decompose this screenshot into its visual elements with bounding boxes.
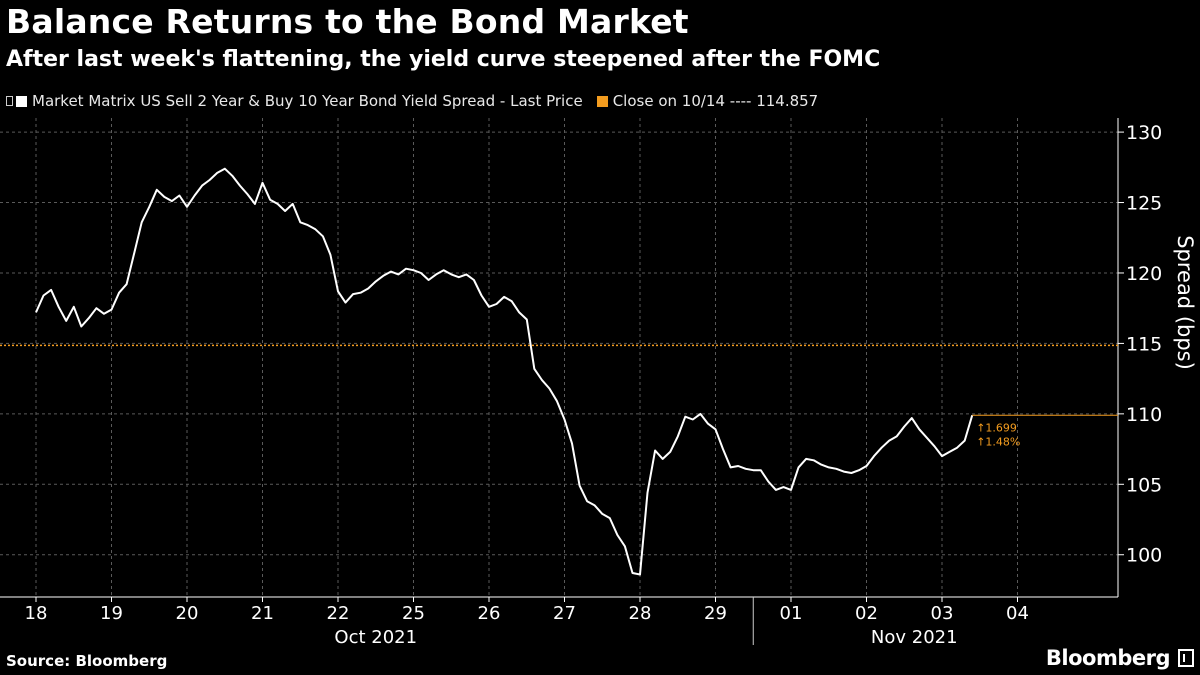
y-tick-label: 130: [1126, 122, 1162, 144]
x-tick-label: 21: [251, 603, 274, 624]
x-tick-label: 28: [629, 603, 652, 624]
y-tick-label: 110: [1126, 404, 1162, 426]
chart-subtitle: After last week's flattening, the yield …: [6, 47, 881, 72]
month-label: Nov 2021: [871, 627, 958, 648]
x-tick-label: 22: [327, 603, 350, 624]
x-tick-label: 20: [176, 603, 199, 624]
x-tick-label: 29: [704, 603, 727, 624]
x-tick-label: 26: [478, 603, 501, 624]
x-tick-label: 02: [855, 603, 878, 624]
legend-toggle-icon: [6, 96, 13, 106]
last-change-annotation: ↑1.699: [976, 421, 1017, 434]
x-tick-label: 27: [553, 603, 576, 624]
last-change-annotation: ↑1.48%: [976, 435, 1020, 448]
source-note: Source: Bloomberg: [6, 652, 168, 670]
y-tick-label: 125: [1126, 193, 1162, 215]
legend-label-series: Market Matrix US Sell 2 Year & Buy 10 Ye…: [32, 92, 583, 110]
y-tick-label: 115: [1126, 333, 1162, 355]
legend-label-close: Close on 10/14 ---- 114.857: [612, 92, 819, 110]
legend-swatch-close: [596, 95, 608, 107]
y-tick-label: 100: [1126, 545, 1162, 567]
x-tick-label: 03: [931, 603, 954, 624]
bloomberg-logo-icon: [1178, 649, 1194, 667]
chart-title: Balance Returns to the Bond Market: [6, 2, 689, 41]
legend-item-close: Close on 10/14 ---- 114.857: [596, 92, 819, 110]
y-tick-label: 120: [1126, 263, 1162, 285]
x-tick-label: 01: [780, 603, 803, 624]
bloomberg-logo: Bloomberg: [1045, 646, 1171, 670]
y-tick-label: 105: [1126, 474, 1162, 496]
x-tick-label: 18: [25, 603, 48, 624]
x-tick-label: 04: [1006, 603, 1029, 624]
legend: Market Matrix US Sell 2 Year & Buy 10 Ye…: [6, 91, 832, 111]
series-line: [35, 167, 974, 576]
legend-item-series: Market Matrix US Sell 2 Year & Buy 10 Ye…: [6, 92, 583, 110]
month-label: Oct 2021: [334, 627, 417, 648]
legend-swatch-series: [16, 95, 27, 107]
x-tick-label: 25: [402, 603, 425, 624]
x-tick-label: 19: [100, 603, 123, 624]
y-axis-label: Spread (bps): [1173, 235, 1197, 370]
